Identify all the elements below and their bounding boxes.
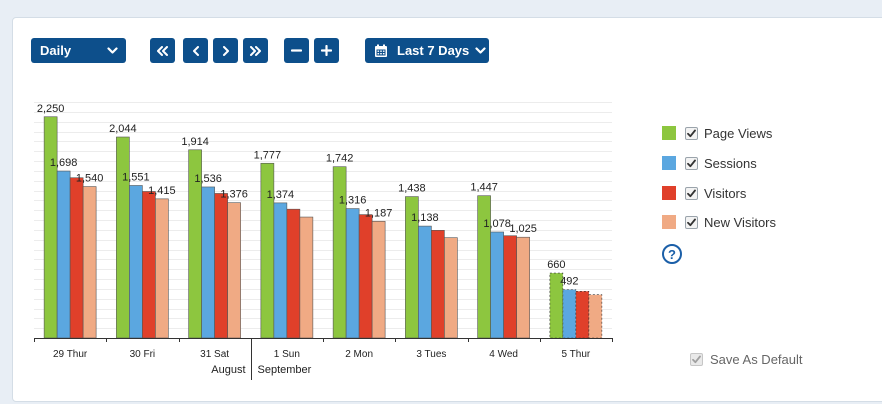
legend-swatch — [662, 186, 676, 200]
bar — [201, 186, 215, 339]
bar — [332, 166, 347, 339]
bar — [575, 290, 590, 339]
data-label: 1,551 — [122, 171, 150, 183]
bar — [56, 170, 71, 339]
bar — [129, 185, 143, 339]
date-range-dropdown[interactable]: Last 7 Days — [365, 38, 489, 63]
bar — [345, 208, 360, 339]
double-chevron-left-icon — [156, 45, 169, 56]
data-label: 1,187 — [365, 207, 393, 219]
bar — [358, 214, 373, 339]
first-page-button[interactable] — [150, 38, 175, 63]
legend-swatch — [662, 156, 676, 170]
data-label: 1,374 — [267, 189, 295, 201]
data-label: 2,250 — [37, 103, 65, 115]
bar — [273, 202, 288, 339]
next-button[interactable] — [213, 38, 238, 63]
bar — [490, 231, 504, 339]
legend-item-page-views: Page Views — [662, 125, 772, 141]
x-tick-label: 5 Thur — [562, 349, 591, 360]
data-label: 2,044 — [109, 123, 137, 135]
data-label: 1,138 — [411, 212, 439, 224]
bar-chart: 2,250 1,698 1,540 29 Thur 2,044 1,551 1,415 30 … — [34, 102, 613, 380]
legend-checkbox[interactable] — [685, 215, 698, 229]
data-label: 1,536 — [194, 173, 222, 185]
data-label: 1,742 — [326, 153, 354, 165]
data-label: 492 — [560, 276, 578, 288]
legend-checkbox[interactable] — [685, 126, 698, 140]
chevron-left-icon — [192, 45, 200, 56]
bar — [516, 236, 530, 339]
data-label: 1,078 — [483, 218, 511, 230]
legend-label: Visitors — [704, 185, 747, 201]
period-dropdown[interactable]: Daily — [31, 38, 126, 63]
x-tick-label: 29 Thur — [53, 349, 88, 360]
data-label: 1,025 — [509, 223, 537, 235]
bar — [69, 177, 84, 339]
legend-label: New Visitors — [704, 214, 777, 230]
data-label: 1,376 — [220, 189, 248, 201]
bar — [562, 289, 577, 339]
legend-item-visitors: Visitors — [662, 185, 746, 201]
data-label: 660 — [547, 259, 565, 271]
minus-icon — [291, 45, 302, 56]
bar — [286, 208, 301, 339]
save-default-checkbox[interactable] — [690, 353, 703, 366]
x-tick-label: 30 Fri — [130, 349, 156, 360]
previous-button[interactable] — [183, 38, 208, 63]
month-label: September — [258, 364, 312, 376]
legend-swatch — [662, 215, 676, 229]
x-tick-label: 2 Mon — [345, 349, 373, 360]
chevron-down-icon — [475, 46, 486, 55]
legend-swatch — [662, 126, 676, 140]
legend-label: Sessions — [704, 155, 757, 171]
legend-checkbox[interactable] — [685, 156, 698, 170]
zoom-out-button[interactable] — [284, 38, 309, 63]
save-default-label: Save As Default — [710, 352, 803, 367]
data-label: 1,698 — [50, 157, 78, 169]
month-label: August — [211, 364, 245, 376]
bar — [155, 198, 169, 339]
data-label: 1,316 — [339, 195, 367, 207]
legend-item-new-visitors: New Visitors — [662, 214, 776, 230]
x-tick-label: 31 Sat — [200, 349, 229, 360]
data-label: 1,447 — [470, 182, 498, 194]
legend-label: Page Views — [704, 125, 773, 141]
chevron-down-icon — [107, 46, 118, 55]
chevron-right-icon — [222, 45, 230, 56]
x-tick-label: 3 Tues — [416, 349, 446, 360]
bar — [214, 193, 228, 339]
bar — [142, 191, 156, 339]
bar — [227, 202, 241, 339]
bar — [43, 116, 58, 339]
date-range-label: Last 7 Days — [397, 43, 470, 58]
data-label: 1,415 — [148, 185, 176, 197]
data-label: 1,438 — [398, 183, 426, 195]
bar — [418, 225, 432, 339]
data-label: 1,914 — [181, 136, 209, 148]
bar — [444, 237, 458, 339]
help-icon[interactable]: ? — [662, 244, 682, 264]
calendar-icon — [374, 44, 388, 58]
x-tick-label: 4 Wed — [489, 349, 518, 360]
bar — [503, 235, 517, 339]
zoom-in-button[interactable] — [314, 38, 339, 63]
bar — [431, 230, 445, 339]
legend-item-sessions: Sessions — [662, 155, 757, 171]
x-tick-label: 1 Sun — [274, 349, 300, 360]
bar — [299, 216, 314, 339]
data-label: 1,540 — [76, 173, 104, 185]
bar — [116, 136, 130, 339]
bar — [588, 294, 603, 339]
double-chevron-right-icon — [249, 45, 262, 56]
data-label: 1,777 — [254, 149, 282, 161]
bar — [82, 186, 97, 339]
save-as-default[interactable]: Save As Default — [690, 352, 803, 367]
period-dropdown-label: Daily — [40, 43, 72, 58]
legend-checkbox[interactable] — [685, 186, 698, 200]
last-page-button[interactable] — [243, 38, 268, 63]
bar — [371, 220, 386, 339]
plus-icon — [321, 45, 332, 56]
